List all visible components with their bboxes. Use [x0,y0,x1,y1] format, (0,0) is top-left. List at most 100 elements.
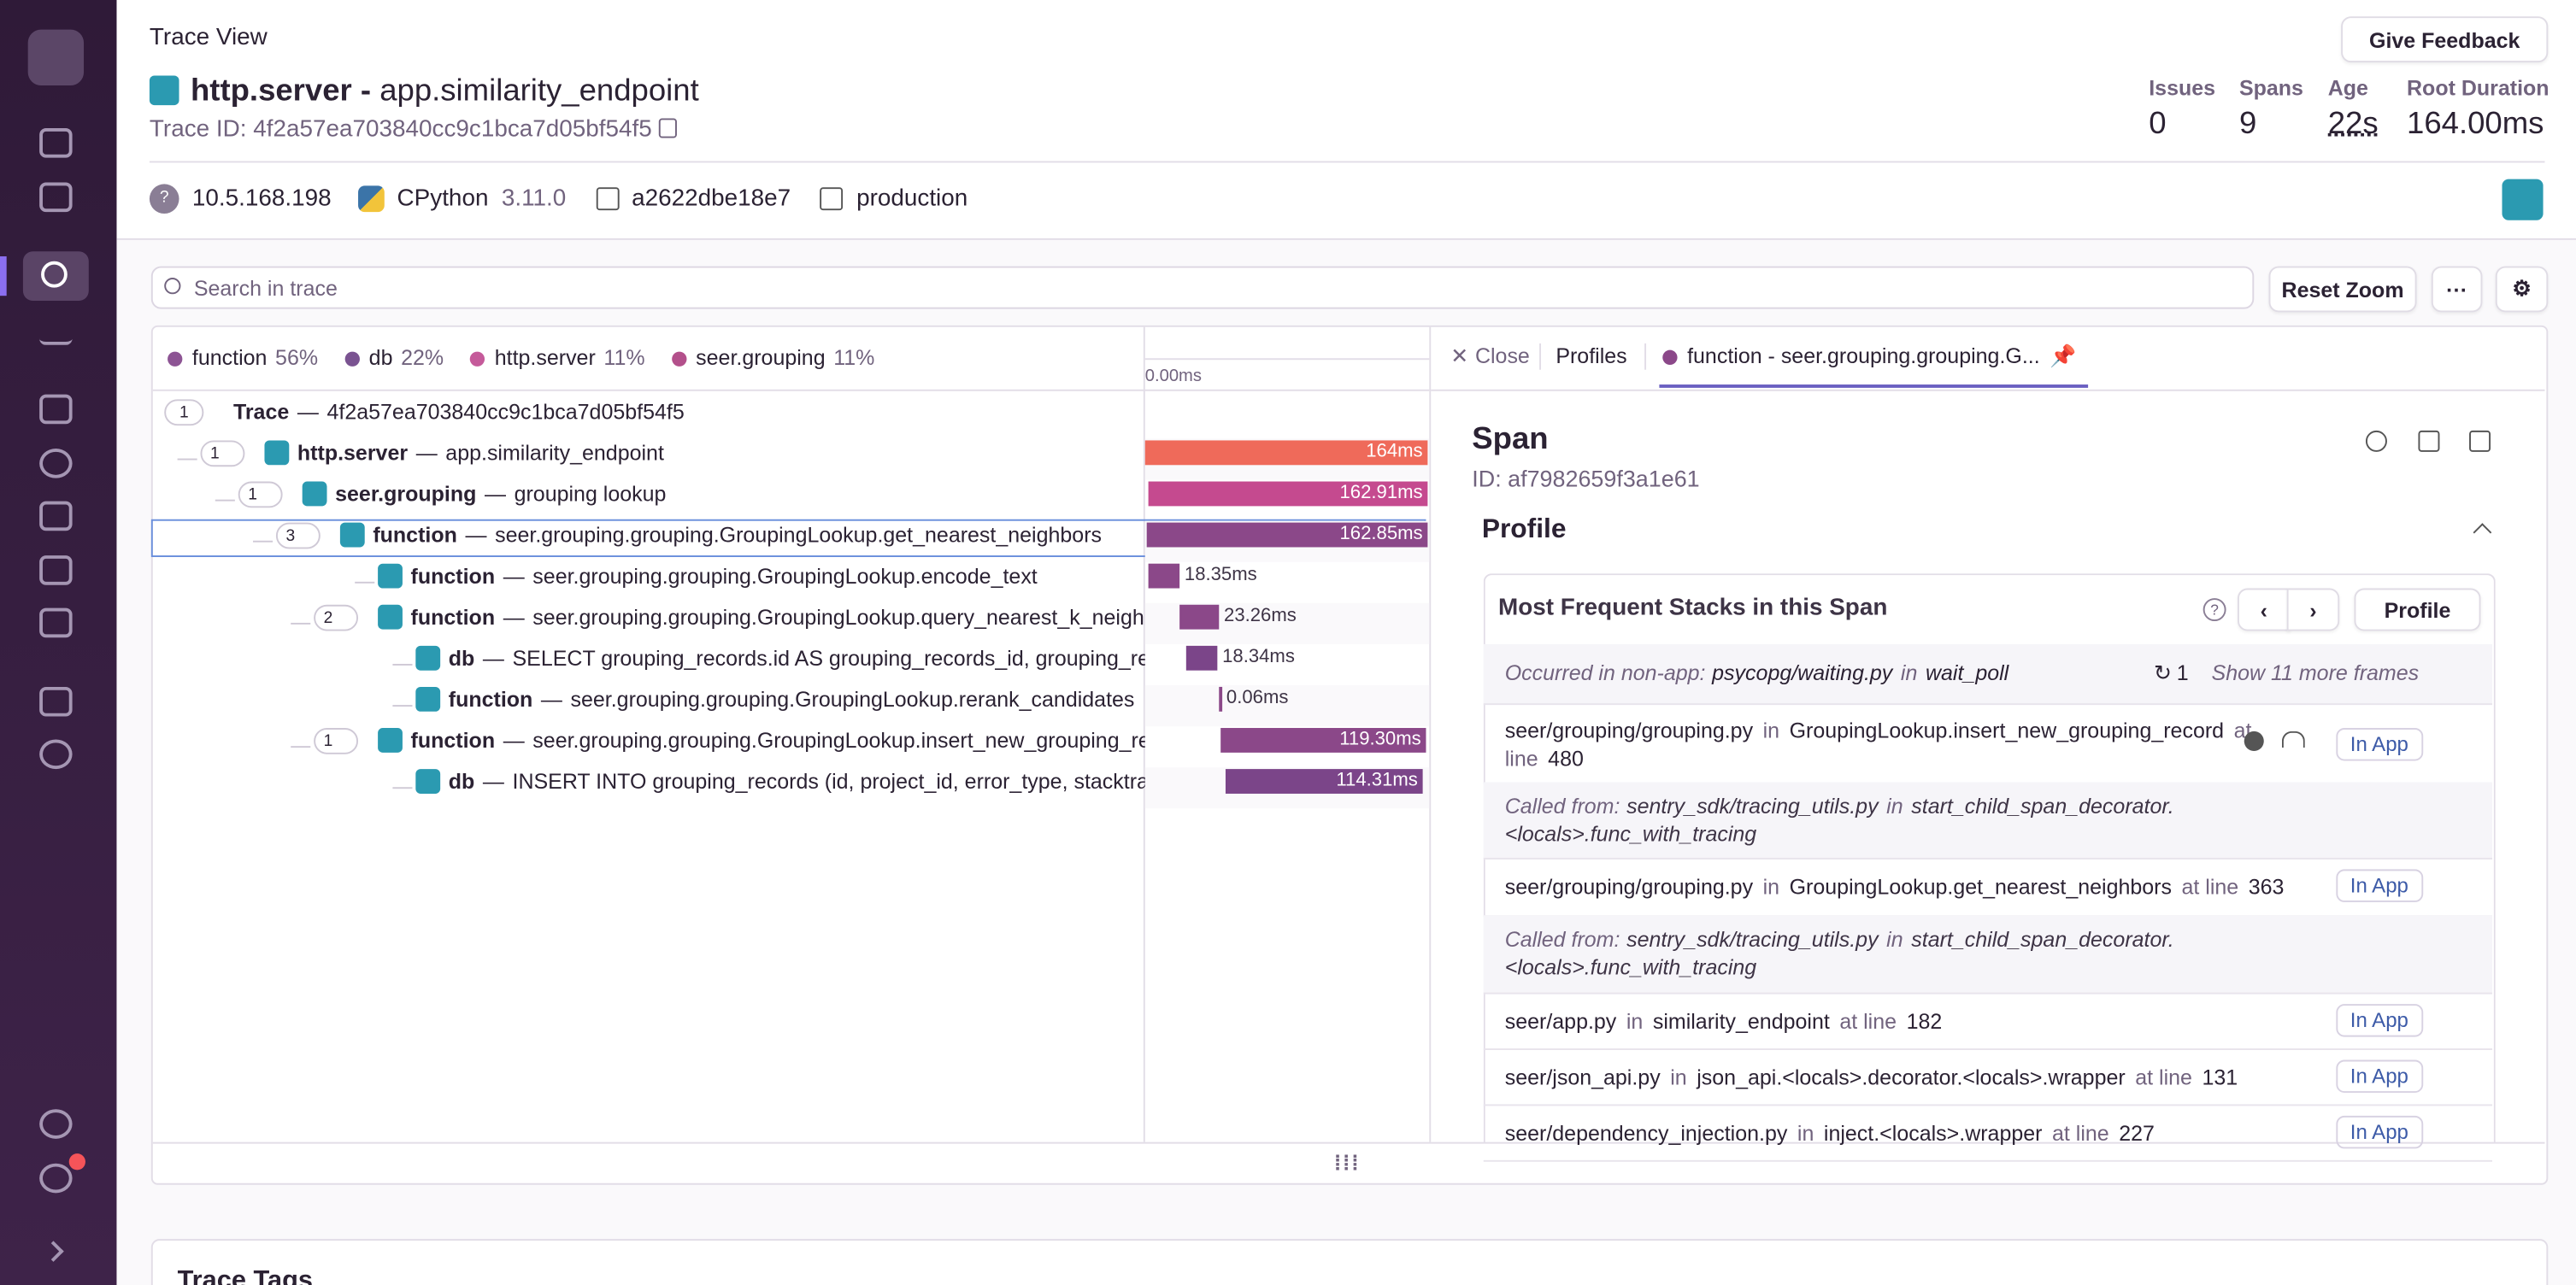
trace-tags-title: Trace Tags [177,1266,314,1285]
nav-stats[interactable] [39,607,73,638]
tab-label: Profiles [1556,343,1627,368]
tree-line [392,664,413,666]
nav-feedback[interactable] [39,394,73,425]
row-text[interactable]: function — seer.grouping.grouping.Grouping… [411,564,1145,589]
file: psycopg/waiting.py [1712,660,1893,686]
nav-releases[interactable] [39,449,73,478]
nav-projects[interactable] [39,182,73,213]
span-bar [1185,645,1218,671]
frame-text: Called from: sentry_sdk/tracing_utils.py i… [1505,792,2326,848]
tab-label: Close [1474,343,1530,368]
tab[interactable]: function - seer.grouping.grouping.G... 📌 [1662,343,2076,370]
nav-insights[interactable] [39,315,73,345]
resize-handle[interactable]: ⁞⁞⁞ [1333,1150,1361,1176]
nav-performance[interactable] [39,686,73,717]
span-desc: SELECT grouping_records.id AS grouping_r… [512,645,1145,671]
trace-op: http.server - [190,73,372,109]
in: in [1886,926,1903,952]
copy-icon[interactable] [658,118,677,138]
child-count[interactable]: 1 [200,440,244,467]
child-count[interactable]: 2 [314,604,358,631]
project-icon [415,769,441,794]
row-text[interactable]: seer.grouping — grouping lookup [335,482,1145,507]
prev-button[interactable]: ‹ [2238,588,2291,631]
row-text[interactable]: function — seer.grouping.grouping.Grouping… [449,687,1145,712]
tree-line [355,581,375,584]
func: similarity_endpoint [1652,1008,1830,1034]
line: 182 [1906,1008,1943,1034]
row-text[interactable]: Trace — 4f2a57ea703840cc9c1bca7d05bf54f5 [233,399,1145,424]
search-input[interactable]: Search in trace [150,266,2255,309]
tree-line [392,705,413,707]
nav-help[interactable] [39,1109,73,1139]
span-duration: 23.26ms [1224,606,1297,626]
func: GroupingLookup.insert_new_grouping_recor… [1789,718,2225,743]
profile-icon[interactable] [2418,430,2440,452]
panel-icon[interactable] [2469,430,2491,452]
child-count[interactable]: 1 [164,399,204,426]
separator: — [484,481,506,507]
tab[interactable]: Profiles [1556,343,1626,368]
help-icon[interactable]: ? [2203,598,2226,622]
separator: — [297,399,319,425]
nav-settings[interactable] [39,739,73,770]
show-more[interactable]: ↻ 1 Show 11 more frames [2154,660,2419,687]
settings-button[interactable]: ⚙ [2495,266,2549,313]
in-app-badge: In App [2335,728,2424,761]
tree-line [177,458,197,461]
focus-icon[interactable] [2365,430,2387,452]
search-icon [41,261,68,288]
nav-dashboards[interactable] [39,555,73,585]
func: wait_poll [1925,660,2009,686]
row-text[interactable]: http.server — app.similarity_endpoint [297,440,1145,465]
row-text[interactable]: function — seer.grouping.grouping.Grouping… [373,523,1144,548]
search-icon [164,278,181,295]
project-icon [302,481,327,507]
refresh-icon: ↻ [2153,660,2172,686]
more-button[interactable]: ··· [2431,266,2483,313]
span-bar [1225,769,1423,794]
tab[interactable]: ✕ Close [1450,343,1530,370]
child-count[interactable]: 1 [238,481,282,508]
github-icon[interactable] [2244,731,2264,751]
row-text[interactable]: db — SELECT grouping_records.id AS groupin… [449,646,1145,671]
file: seer/app.py [1504,1008,1617,1034]
project-icon [415,645,441,671]
legend-dot [671,351,686,367]
row-text[interactable]: function — seer.grouping.grouping.Grouping… [411,728,1145,753]
reset-zoom[interactable]: Reset Zoom [2268,266,2417,313]
feedback-label: Give Feedback [2369,26,2520,52]
profile-button[interactable]: Profile [2354,588,2481,631]
span-duration: 164ms [1366,442,1423,462]
separator: — [540,686,562,712]
row-text[interactable]: function — seer.grouping.grouping.Grouping… [411,605,1145,630]
trace-name: app.similarity_endpoint [379,73,699,109]
child-count[interactable]: 1 [314,728,358,754]
in: in [1762,874,1780,900]
tree-line [215,499,235,502]
frame-text: seer/json_api.py in json_api.<locals>.deco… [1505,1063,2326,1091]
runtime-version: 3.11.0 [501,185,567,213]
child-count[interactable]: 3 [275,522,320,549]
stat-label: Age [2327,75,2368,101]
frame-row: Called from: sentry_sdk/tracing_utils.py i… [1483,782,2492,860]
nav-crons[interactable] [39,501,73,531]
separator: — [503,563,525,589]
legend-pct: 11% [603,344,645,370]
nav-broadcasts[interactable] [39,1163,73,1194]
in: in [1762,718,1780,743]
platform-icon [2502,179,2544,220]
legend-dot [344,351,360,367]
codecov-icon[interactable] [2281,731,2305,748]
nav-issues[interactable] [39,128,73,158]
row-text[interactable]: db — INSERT INTO grouping_records (id, pro… [449,769,1145,794]
org-logo[interactable] [27,29,85,86]
span-duration: 119.30ms [1339,729,1421,750]
divider [152,389,1430,391]
feedback-button[interactable]: Give Feedback [2341,16,2549,63]
project-icon [264,440,290,466]
next-button[interactable]: › [2286,588,2340,631]
collapse-sidebar[interactable] [43,1241,64,1262]
